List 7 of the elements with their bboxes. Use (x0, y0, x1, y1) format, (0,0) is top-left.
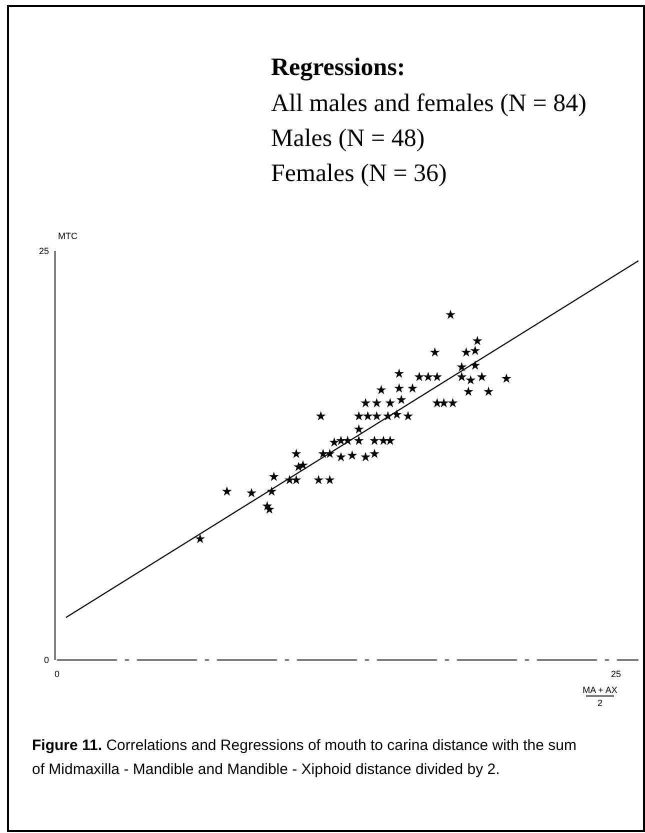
chart-title: Regressions: (271, 54, 406, 81)
text: Males (N = 48) (271, 125, 425, 152)
text: Females (N = 36) (271, 160, 447, 187)
text: All males and females (N = 84) (271, 90, 586, 117)
y-axis-title: MTC (58, 231, 78, 241)
x-axis-title: MA + AX 2 (582, 685, 618, 708)
caption: Figure 11. Correlations and Regressions of mouth to carina distance with the sum of Midmaxilla - Mandible and Mandible - Xiphoid distance divided by 2. (32, 737, 576, 778)
